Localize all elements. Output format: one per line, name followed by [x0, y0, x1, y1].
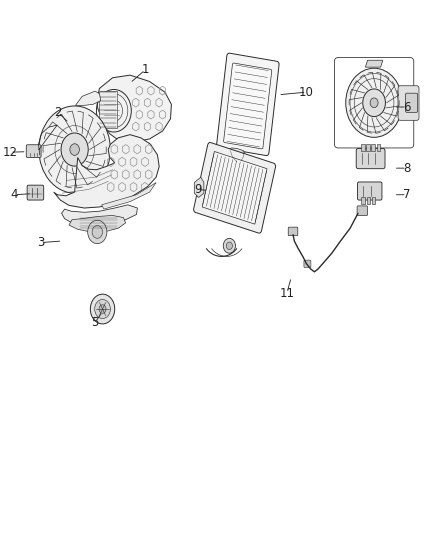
Circle shape: [88, 220, 107, 244]
Bar: [366, 144, 370, 151]
Bar: [99, 91, 117, 128]
Text: 10: 10: [299, 86, 314, 99]
Polygon shape: [62, 205, 138, 225]
FancyBboxPatch shape: [217, 53, 279, 156]
Circle shape: [95, 300, 110, 319]
Polygon shape: [75, 91, 101, 106]
FancyBboxPatch shape: [304, 260, 311, 268]
Circle shape: [363, 89, 385, 117]
Bar: [372, 197, 375, 204]
Bar: [367, 197, 370, 204]
Text: 11: 11: [279, 287, 294, 300]
Circle shape: [39, 106, 110, 193]
Polygon shape: [54, 135, 159, 208]
Polygon shape: [97, 75, 171, 143]
Bar: [361, 144, 364, 151]
FancyBboxPatch shape: [288, 227, 298, 236]
FancyBboxPatch shape: [27, 185, 44, 200]
Bar: [202, 151, 267, 224]
Circle shape: [226, 242, 233, 249]
FancyBboxPatch shape: [356, 149, 385, 168]
Text: 4: 4: [11, 188, 18, 201]
Text: 8: 8: [403, 161, 410, 175]
Circle shape: [370, 98, 378, 108]
FancyBboxPatch shape: [224, 63, 272, 149]
FancyBboxPatch shape: [398, 86, 419, 120]
Text: 9: 9: [194, 183, 201, 196]
Circle shape: [70, 144, 79, 155]
Bar: [377, 144, 380, 151]
Circle shape: [92, 225, 102, 238]
Bar: [371, 144, 375, 151]
Text: 5: 5: [92, 316, 99, 329]
Text: 12: 12: [3, 146, 18, 159]
FancyBboxPatch shape: [194, 142, 276, 233]
Circle shape: [99, 305, 106, 313]
Circle shape: [346, 68, 403, 138]
Circle shape: [61, 133, 88, 166]
Text: 6: 6: [403, 101, 410, 114]
Polygon shape: [365, 60, 383, 67]
Text: 1: 1: [141, 63, 149, 76]
Polygon shape: [228, 148, 246, 163]
Circle shape: [90, 294, 115, 324]
Polygon shape: [69, 215, 126, 232]
Text: 2: 2: [54, 106, 62, 119]
Text: 3: 3: [37, 236, 44, 249]
FancyBboxPatch shape: [357, 182, 382, 200]
FancyBboxPatch shape: [406, 93, 418, 112]
FancyBboxPatch shape: [26, 145, 41, 158]
Polygon shape: [194, 177, 204, 197]
FancyBboxPatch shape: [357, 206, 367, 215]
Circle shape: [223, 238, 236, 253]
Text: 7: 7: [403, 188, 410, 201]
Bar: [361, 197, 365, 204]
Polygon shape: [102, 182, 156, 209]
